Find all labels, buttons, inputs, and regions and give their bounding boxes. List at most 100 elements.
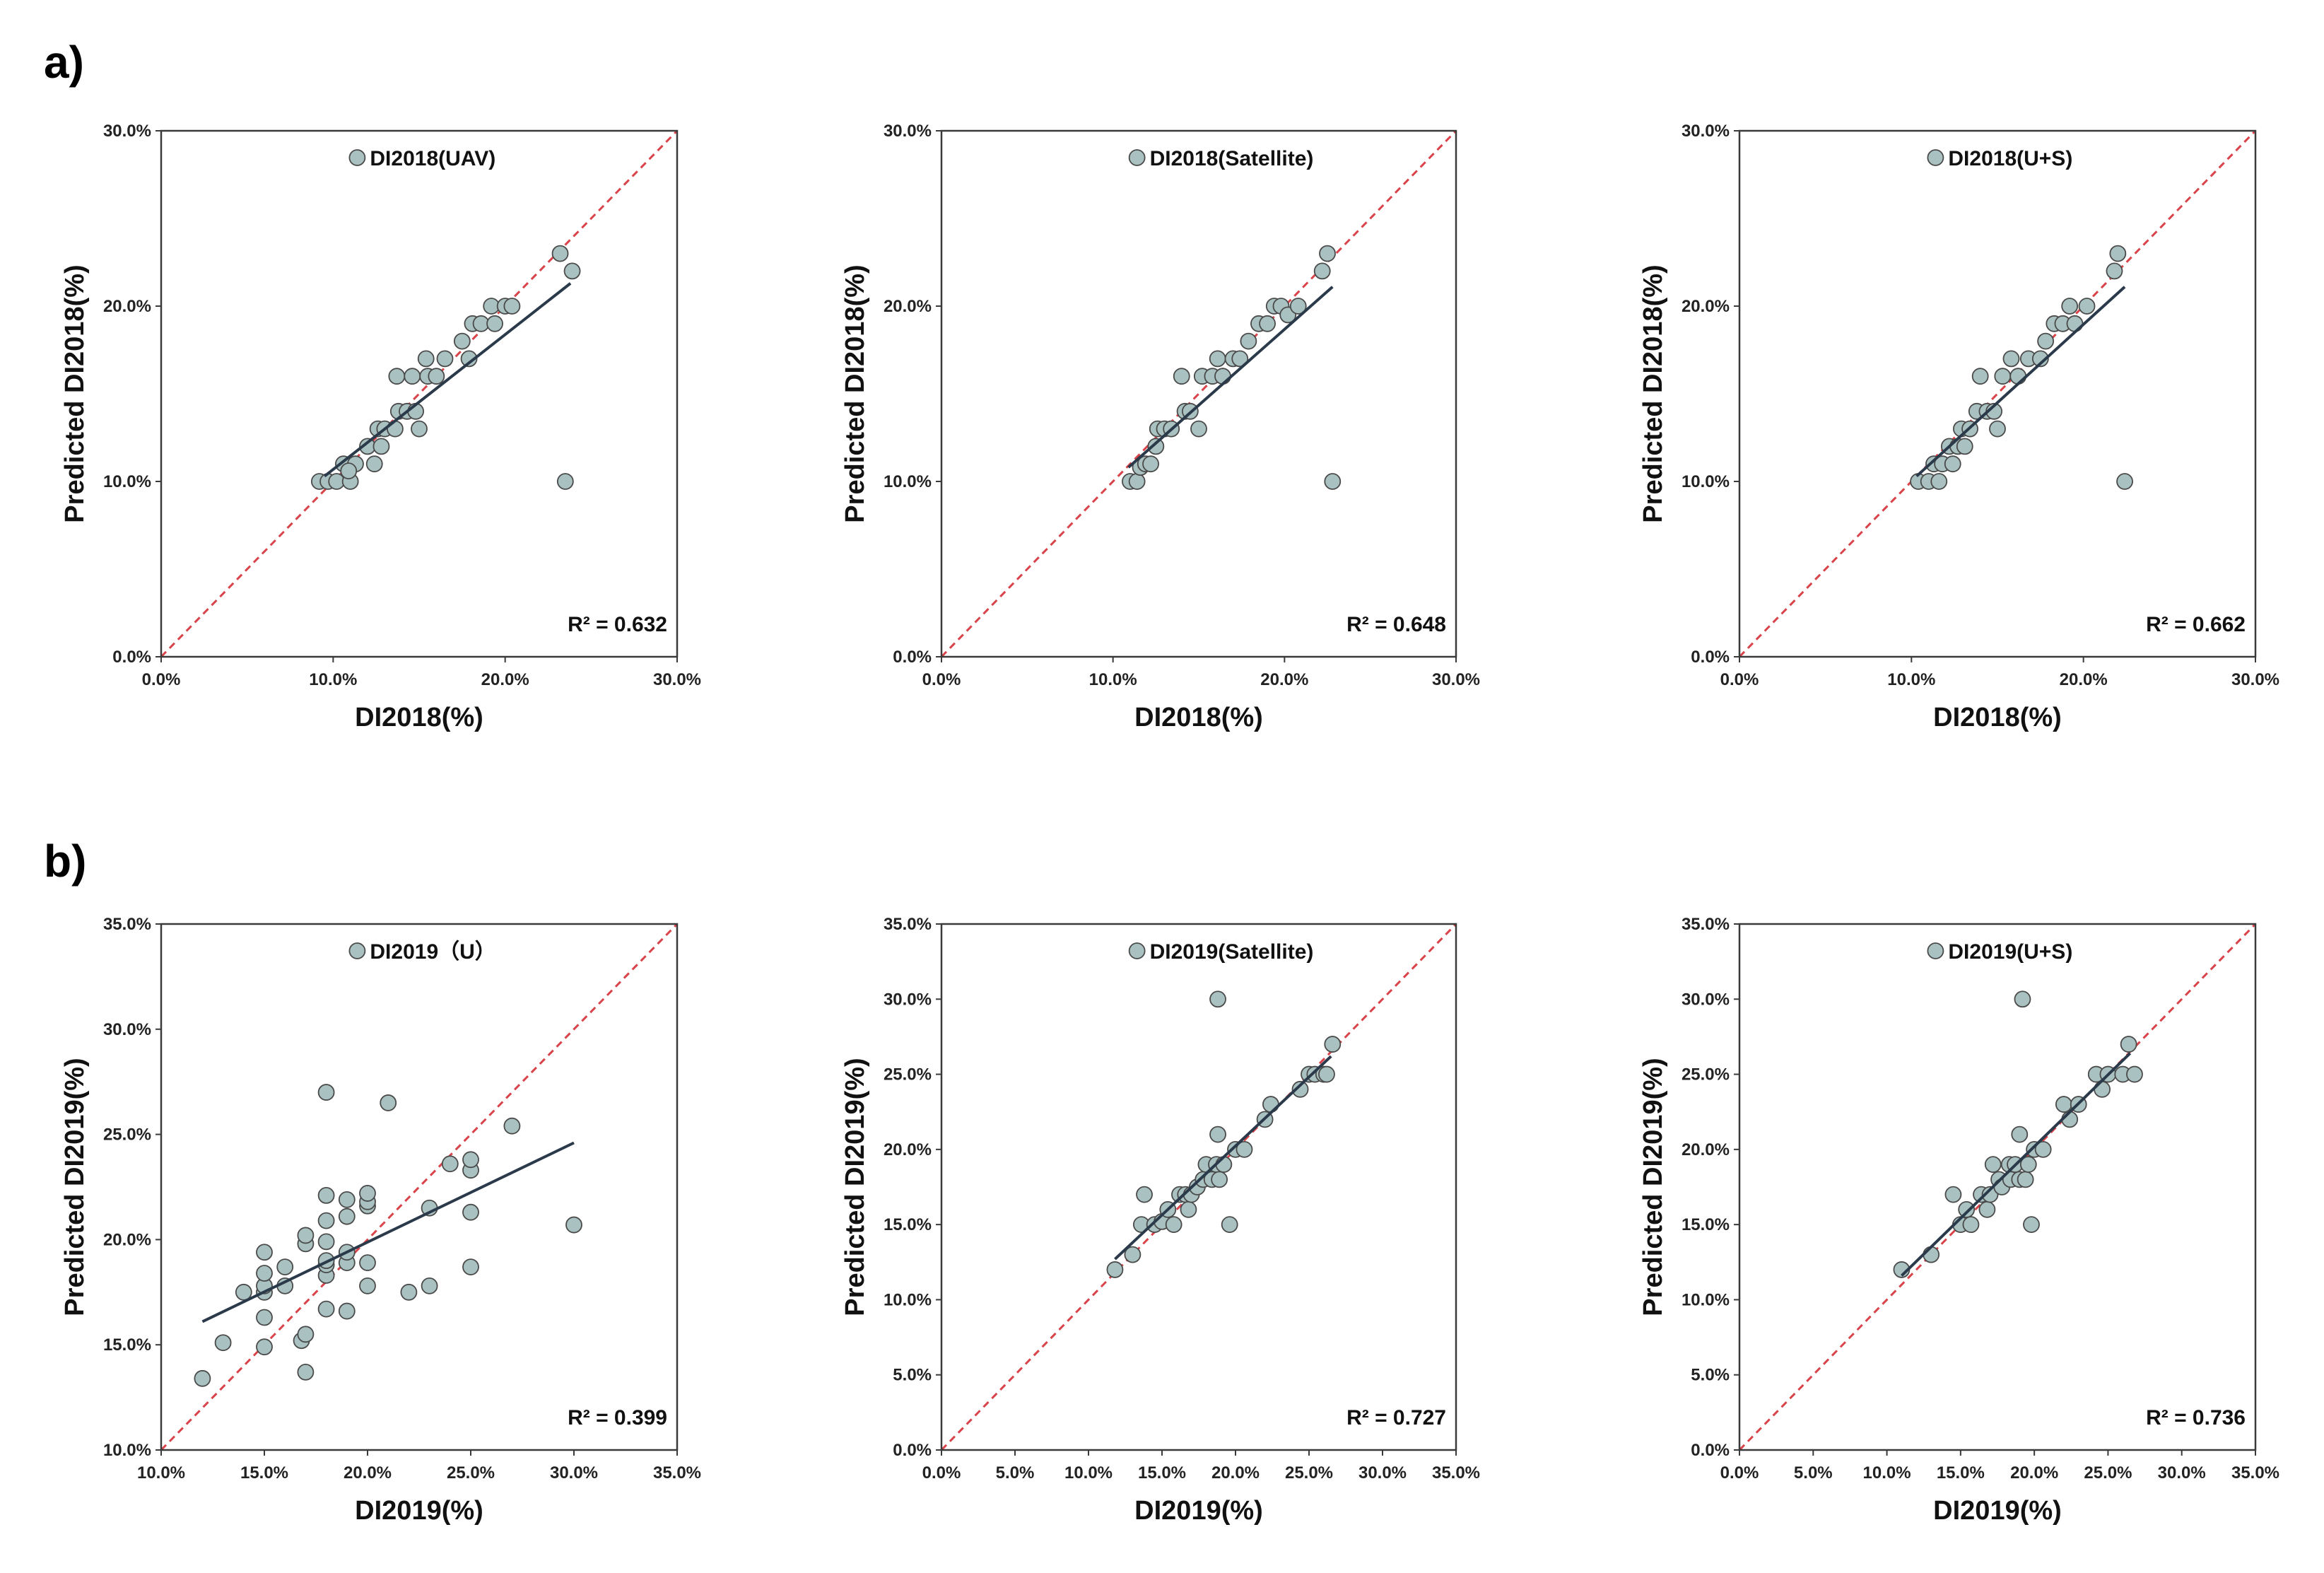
data-point [1923, 1246, 1940, 1263]
data-point [359, 1185, 376, 1202]
data-point [1209, 1125, 1226, 1143]
y-tick-label: 10.0% [884, 1290, 932, 1309]
data-point [428, 368, 445, 385]
data-point [486, 315, 503, 332]
regression-line [1915, 286, 2126, 478]
y-tick-label: 20.0% [1682, 297, 1730, 316]
row-label-b: b) [44, 836, 86, 887]
data-point [2023, 1216, 2040, 1234]
data-point [1981, 1186, 1999, 1203]
data-point [235, 1283, 252, 1301]
y-tick-label: 35.0% [1682, 915, 1730, 934]
x-tick-label: 35.0% [653, 1463, 701, 1483]
data-point [1124, 1246, 1142, 1263]
data-point [1142, 455, 1159, 473]
x-tick-label: 30.0% [1432, 670, 1480, 689]
data-point [1236, 1140, 1253, 1158]
data-point [317, 1084, 335, 1101]
identity-line [941, 924, 1456, 1450]
identity-line [161, 131, 677, 657]
x-tick-label: 10.0% [1887, 670, 1935, 689]
r-squared-label: R² = 0.648 [1346, 613, 1446, 636]
data-point [503, 298, 521, 315]
y-tick-label: 30.0% [884, 990, 932, 1009]
x-tick-label: 25.0% [447, 1463, 495, 1483]
plot-frame [1738, 129, 2257, 658]
regression-line [323, 282, 572, 478]
data-point [503, 1117, 521, 1135]
data-point [2034, 1140, 2052, 1158]
data-point [276, 1258, 294, 1275]
y-tick-label: 20.0% [1682, 1140, 1730, 1159]
data-point [2002, 350, 2020, 368]
data-point [256, 1309, 273, 1326]
r-squared-label: R² = 0.662 [2146, 613, 2246, 636]
x-tick-label: 20.0% [481, 670, 529, 689]
y-tick-label: 10.0% [103, 1441, 151, 1460]
y-tick-label: 25.0% [1682, 1065, 1730, 1084]
y-axis-title: Predicted DI2019(%) [1638, 1058, 1668, 1316]
data-point [2055, 1096, 2072, 1113]
x-tick-label: 20.0% [2060, 670, 2108, 689]
x-tick-label: 20.0% [2010, 1463, 2058, 1483]
y-tick-label: 10.0% [1682, 472, 1730, 491]
legend-label: DI2019(Satellite) [1150, 940, 1314, 964]
y-tick-label: 5.0% [893, 1366, 932, 1385]
data-point [2037, 332, 2055, 350]
x-tick-label: 25.0% [2084, 1463, 2132, 1483]
plot-frame [160, 129, 679, 658]
data-point [1324, 1036, 1342, 1053]
plot-frame [940, 923, 1457, 1451]
legend-label: DI2018(U+S) [1948, 147, 2072, 170]
legend-marker [348, 149, 366, 166]
data-point [317, 1187, 335, 1204]
legend-label: DI2019（U） [370, 940, 495, 964]
data-point [453, 332, 471, 350]
data-point [1173, 368, 1190, 385]
plot-frame [1738, 923, 2257, 1451]
scatter-chart-5: 0.0% 5.0% 10.0% 15.0% 20.0% 25.0% 30.0% 35.0% 0.… [840, 915, 1480, 1526]
data-point [2009, 368, 2027, 385]
x-tick-label: 15.0% [1937, 1463, 1985, 1483]
x-tick-label: 20.0% [344, 1463, 392, 1483]
data-point [417, 350, 435, 368]
scatter-chart-6: 0.0% 5.0% 10.0% 15.0% 20.0% 25.0% 30.0% 35.0% 0.… [1638, 915, 2279, 1526]
y-tick-label: 10.0% [103, 472, 151, 491]
legend-label: DI2018(UAV) [370, 147, 495, 170]
identity-line [161, 924, 677, 1450]
data-point [340, 462, 358, 480]
y-tick-label: 20.0% [884, 297, 932, 316]
data-point [297, 1363, 315, 1381]
data-point [317, 1300, 335, 1318]
x-tick-label: 30.0% [2231, 670, 2279, 689]
x-tick-label: 5.0% [996, 1463, 1035, 1483]
y-tick-label: 30.0% [1682, 122, 1730, 141]
data-point [297, 1326, 315, 1343]
x-tick-label: 30.0% [550, 1463, 598, 1483]
x-tick-label: 20.0% [1260, 670, 1308, 689]
data-point [2106, 262, 2123, 280]
data-point [1978, 1200, 1996, 1218]
y-tick-label: 35.0% [884, 915, 932, 934]
y-tick-label: 0.0% [1691, 1441, 1730, 1460]
legend-marker [348, 942, 366, 959]
data-point [1262, 1096, 1279, 1113]
data-point [565, 1216, 582, 1234]
data-point [1956, 438, 1973, 455]
data-point [551, 245, 569, 262]
x-axis-title: DI2019(%) [1134, 1496, 1263, 1526]
data-point [1984, 1156, 2002, 1174]
data-point [1190, 420, 1207, 438]
data-point [1147, 438, 1165, 455]
data-point [1958, 1200, 1976, 1218]
data-point [2014, 990, 2031, 1008]
data-point [436, 350, 454, 368]
data-point [1259, 315, 1276, 332]
data-point [462, 1151, 479, 1169]
x-tick-label: 15.0% [240, 1463, 288, 1483]
data-point [441, 1155, 459, 1173]
x-tick-label: 10.0% [309, 670, 357, 689]
data-point [2078, 298, 2096, 315]
x-tick-label: 10.0% [1064, 1463, 1113, 1483]
data-point [460, 350, 478, 368]
